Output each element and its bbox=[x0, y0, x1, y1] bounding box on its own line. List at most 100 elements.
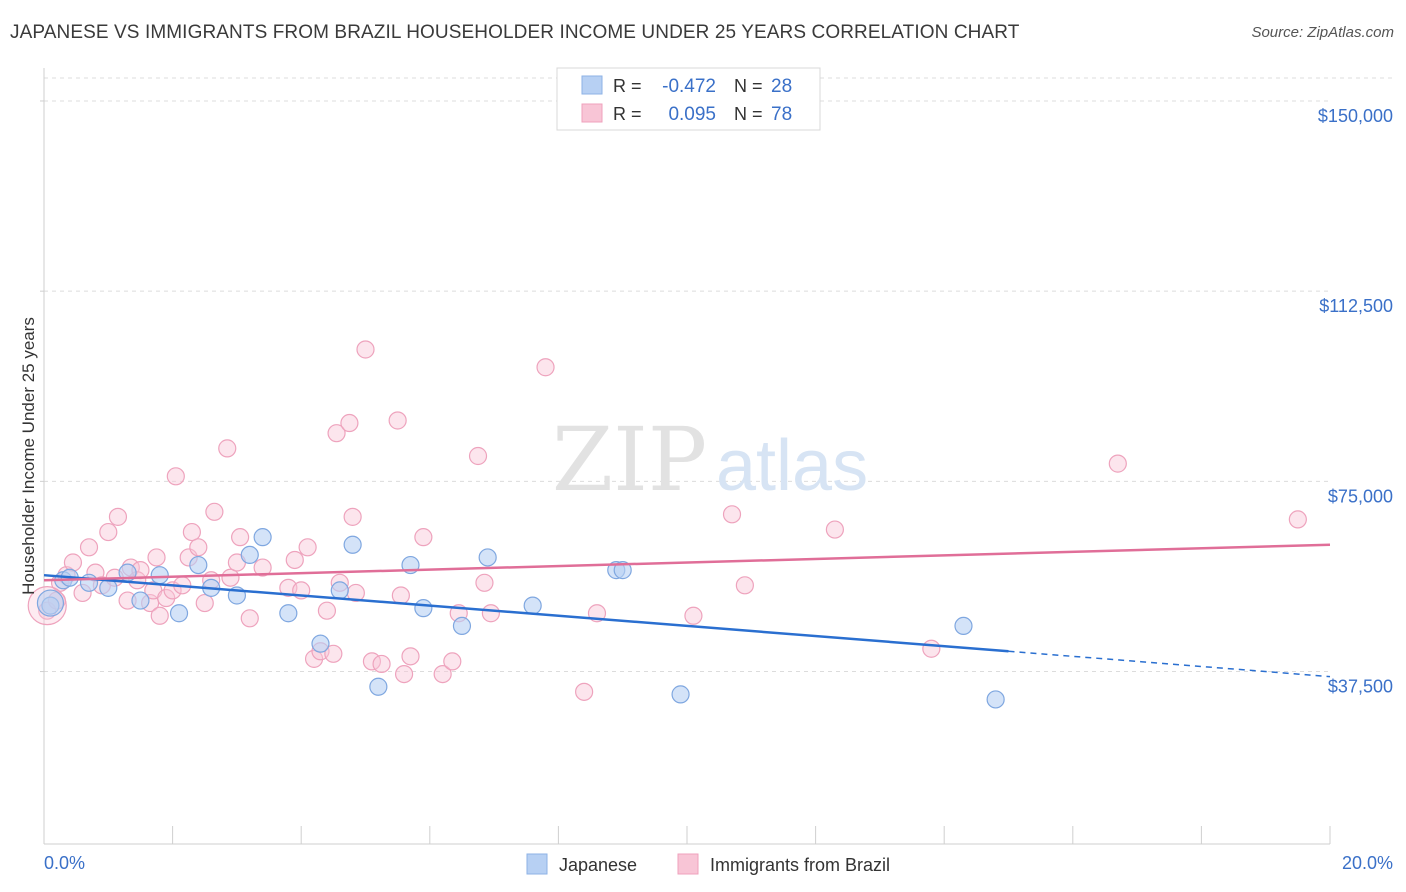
brazil-point-62 bbox=[481, 604, 500, 623]
japanese-trend-line bbox=[43, 573, 1009, 653]
brazil-point-68 bbox=[735, 576, 754, 595]
brazil-point-33 bbox=[231, 528, 250, 547]
brazil-point-60 bbox=[468, 446, 488, 466]
legend-n-value-japanese: 28 bbox=[771, 76, 792, 97]
legend-bottom-japanese-label: Japanese bbox=[559, 855, 637, 875]
brazil-point-18 bbox=[147, 548, 166, 567]
brazil-point-4 bbox=[63, 553, 83, 572]
source-label: Source: ZipAtlas.com bbox=[1251, 24, 1394, 41]
brazil-point-37 bbox=[285, 550, 304, 570]
brazil-point-30 bbox=[218, 439, 237, 458]
japanese-point-6 bbox=[131, 591, 150, 610]
y-tick-labels: $37,500 $75,000 $112,500 $150,000 bbox=[1318, 106, 1393, 697]
japanese-point-21 bbox=[452, 616, 472, 636]
y-tick-label-150000: $150,000 bbox=[1318, 106, 1393, 126]
watermark-zip: ZIP bbox=[552, 408, 707, 511]
brazil-point-27 bbox=[195, 593, 214, 613]
japanese-point-25 bbox=[613, 561, 632, 580]
brazil-point-63 bbox=[536, 358, 555, 377]
brazil-point-11 bbox=[108, 507, 128, 526]
trend-lines bbox=[43, 543, 1331, 678]
japanese-point-26 bbox=[671, 685, 690, 704]
japanese-point-23 bbox=[523, 596, 542, 615]
brazil-point-40 bbox=[304, 649, 324, 668]
japanese-point-18 bbox=[369, 677, 388, 696]
chart-title: JAPANESE VS IMMIGRANTS FROM BRAZIL HOUSE… bbox=[10, 22, 1020, 43]
brazil-point-54 bbox=[394, 664, 414, 684]
x-ticks bbox=[43, 826, 1331, 844]
japanese-point-9 bbox=[189, 555, 208, 575]
brazil-point-43 bbox=[324, 644, 343, 663]
brazil-point-26 bbox=[189, 538, 208, 557]
brazil-point-56 bbox=[414, 528, 433, 547]
brazil-point-71 bbox=[1108, 454, 1127, 473]
brazil-point-19 bbox=[150, 606, 169, 625]
y-tick-label-75000: $75,000 bbox=[1328, 486, 1393, 506]
brazil-point-34 bbox=[240, 609, 259, 628]
watermark: ZIP atlas bbox=[552, 408, 868, 511]
brazil-point-52 bbox=[388, 411, 407, 430]
japanese-point-cluster bbox=[36, 589, 65, 617]
x-tick-label-min: 0.0% bbox=[44, 853, 85, 873]
brazil-point-20 bbox=[157, 588, 176, 608]
brazil-point-46 bbox=[340, 413, 359, 433]
japanese-point-16 bbox=[330, 581, 349, 600]
brazil-point-6 bbox=[79, 538, 99, 557]
brazil-point-44 bbox=[327, 424, 346, 443]
japanese-point-13 bbox=[253, 528, 272, 547]
legend-n-value-brazil: 78 bbox=[771, 104, 792, 125]
brazil-point-25 bbox=[182, 522, 201, 542]
legend-bottom-brazil-swatch bbox=[677, 853, 699, 875]
legend-brazil-swatch bbox=[581, 103, 603, 123]
japanese-point-3 bbox=[79, 573, 99, 592]
brazil-point-57 bbox=[433, 664, 452, 684]
legend-r-label-japanese: R = bbox=[613, 76, 642, 96]
brazil-point-31 bbox=[221, 568, 240, 587]
japanese-point-22 bbox=[478, 548, 497, 567]
watermark-atlas: atlas bbox=[716, 426, 868, 506]
legend-bottom-brazil-label: Immigrants from Brazil bbox=[710, 855, 890, 875]
brazil-point-47 bbox=[343, 507, 362, 526]
brazil-point-49 bbox=[356, 340, 375, 359]
japanese-trend-extension bbox=[1008, 650, 1331, 678]
brazil-point-9 bbox=[99, 522, 118, 542]
japanese-point-27 bbox=[954, 616, 973, 636]
legend-n-label-japanese: N = bbox=[734, 76, 763, 96]
y-tick-label-37500: $37,500 bbox=[1328, 677, 1393, 697]
brazil-point-55 bbox=[401, 647, 420, 666]
brazil-trend-line bbox=[43, 543, 1331, 582]
brazil-point-51 bbox=[372, 654, 391, 674]
japanese-point-20 bbox=[414, 599, 433, 618]
brazil-point-22 bbox=[166, 467, 185, 486]
legend-top: R = -0.472 N = 28 R = 0.095 N = 78 bbox=[556, 67, 821, 131]
japanese-point-14 bbox=[279, 604, 298, 623]
brazil-point-66 bbox=[684, 606, 703, 625]
brazil-point-61 bbox=[475, 573, 494, 592]
brazil-point-29 bbox=[205, 502, 224, 521]
brazil-point-53 bbox=[391, 586, 410, 605]
japanese-point-17 bbox=[343, 535, 362, 554]
y-tick-label-112500: $112,500 bbox=[1319, 296, 1393, 316]
legend-r-value-japanese: -0.472 bbox=[662, 76, 716, 97]
japanese-point-28 bbox=[986, 690, 1005, 709]
legend-n-label-brazil: N = bbox=[734, 104, 763, 124]
brazil-point-35 bbox=[253, 558, 272, 577]
japanese-point-7 bbox=[150, 566, 169, 585]
y-axis-title: Householder Income Under 25 years bbox=[19, 317, 38, 595]
japanese-point-12 bbox=[240, 545, 259, 565]
grid-lines bbox=[40, 77, 1393, 673]
brazil-point-72 bbox=[1288, 510, 1307, 529]
japanese-point-15 bbox=[311, 634, 330, 653]
brazil-point-58 bbox=[443, 652, 462, 671]
legend-r-label-brazil: R = bbox=[613, 104, 642, 124]
brazil-point-69 bbox=[825, 520, 844, 539]
legend-japanese-swatch bbox=[581, 75, 603, 95]
brazil-point-42 bbox=[317, 601, 337, 620]
brazil-point-70 bbox=[922, 639, 941, 658]
legend-bottom-japanese-swatch bbox=[526, 853, 548, 875]
japanese-point-8 bbox=[169, 604, 189, 623]
brazil-points bbox=[27, 340, 1307, 701]
brazil-point-64 bbox=[575, 682, 594, 701]
x-tick-label-max: 20.0% bbox=[1342, 853, 1393, 873]
